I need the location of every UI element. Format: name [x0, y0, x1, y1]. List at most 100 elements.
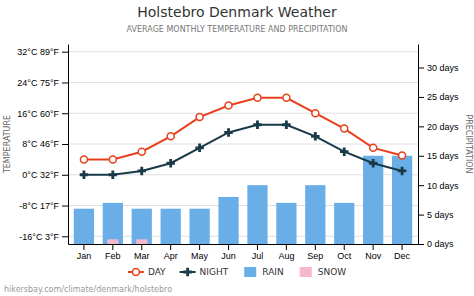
marker — [195, 144, 203, 152]
bar-series — [74, 156, 412, 244]
x-tick-mark — [373, 244, 374, 250]
marker — [80, 171, 88, 179]
x-tick: Jul — [252, 244, 264, 261]
y-tick: 8°C 46°F — [22, 139, 68, 149]
y2-tick-mark — [418, 185, 424, 186]
bar — [161, 209, 181, 244]
marker — [283, 94, 290, 101]
y-axis: -16°C 3°F -8°C 17°F 0°C 32°F 8°C 46°F 16°C 6… — [17, 45, 68, 245]
x-tick-mark — [199, 244, 200, 250]
y2-tick-label: 25 days — [427, 92, 459, 102]
x-tick-label: Jan — [77, 251, 92, 261]
legend-label: DAY — [148, 267, 166, 277]
chart: Holstebro Denmark Weather AVERAGE MONTHLY… — [0, 0, 474, 296]
y2-tick: 10 days — [418, 181, 459, 191]
y-tick-mark — [62, 82, 68, 83]
x-tick-mark — [83, 244, 84, 250]
marker — [138, 148, 145, 155]
y2-tick: 30 days — [418, 63, 459, 73]
y2-tick-label: 10 days — [427, 181, 459, 191]
bar — [397, 244, 408, 245]
legend-item: SNOW — [300, 267, 347, 277]
y-tick-label: -16°C 3°F — [19, 232, 59, 242]
x-tick: Sep — [307, 244, 323, 261]
legend-label: RAIN — [262, 267, 283, 277]
y-tick-mark — [62, 52, 68, 53]
grid-line — [68, 51, 418, 52]
legend-label: SNOW — [318, 267, 347, 277]
marker — [253, 121, 261, 129]
x-tick-label: Aug — [278, 251, 294, 261]
y-axis-title: TEMPERATURE — [3, 115, 12, 174]
x-tick-mark — [344, 244, 345, 250]
y-tick-label: 8°C 46°F — [22, 139, 59, 149]
bar — [194, 244, 205, 245]
bar-series — [107, 239, 147, 244]
bar — [247, 185, 267, 244]
y2-tick: 25 days — [418, 92, 459, 102]
marker — [312, 110, 319, 117]
marker — [398, 167, 406, 175]
marker — [370, 144, 377, 151]
x-tick-label: Mar — [134, 251, 150, 261]
y-tick-label: -8°C 17°F — [19, 201, 59, 211]
y2-tick-mark — [418, 97, 424, 98]
line — [84, 125, 402, 175]
y-tick: 0°C 32°F — [22, 170, 68, 180]
x-tick-label: Dec — [394, 251, 411, 261]
y2-tick: 0 days — [418, 239, 454, 249]
y2-tick-label: 30 days — [427, 63, 459, 73]
marker — [166, 159, 174, 167]
y-tick: -8°C 17°F — [19, 201, 68, 211]
y2-tick-label: 20 days — [427, 122, 459, 132]
bar — [74, 209, 94, 244]
y2-tick-mark — [418, 126, 424, 127]
y2-tick-label: 15 days — [427, 151, 459, 161]
x-tick-mark — [228, 244, 229, 250]
bar — [223, 244, 234, 245]
x-tick: Nov — [365, 244, 382, 261]
x-axis: JanFebMarAprMayJunJulAugSepOctNovDec — [69, 244, 419, 261]
y2-tick-mark — [418, 244, 424, 245]
marker — [196, 114, 203, 121]
x-tick-mark — [286, 244, 287, 250]
subtitle: AVERAGE MONTHLY TEMPERATURE AND PRECIPIT… — [127, 25, 348, 34]
x-tick-mark — [257, 244, 258, 250]
marker — [109, 156, 116, 163]
annotation: hikersbay.com/climate/denmark/holstebro — [4, 285, 172, 294]
legend-item: DAY — [128, 267, 166, 277]
bar — [310, 244, 321, 245]
y-tick: 24°C 75°F — [17, 78, 68, 88]
y2-tick-mark — [418, 68, 424, 69]
legend-item: NIGHT — [180, 267, 229, 277]
grid-line — [68, 82, 418, 83]
y-axis-line — [68, 45, 69, 245]
y-tick-mark — [62, 175, 68, 176]
bar — [368, 244, 379, 245]
x-tick: Oct — [337, 244, 352, 261]
y2-tick: 5 days — [418, 210, 454, 220]
marker — [311, 132, 319, 140]
x-tick-label: Jun — [221, 251, 236, 261]
x-tick-label: Apr — [164, 251, 178, 261]
bar — [276, 203, 296, 244]
x-tick-mark — [112, 244, 113, 250]
x-axis-line — [69, 244, 419, 245]
bar — [218, 197, 238, 244]
title: Holstebro Denmark Weather — [137, 4, 337, 20]
marker — [138, 167, 146, 175]
legend-label: NIGHT — [200, 267, 229, 277]
y-tick-label: 16°C 60°F — [17, 109, 59, 119]
y2-tick-mark — [418, 215, 424, 216]
marker — [224, 128, 232, 136]
marker — [167, 133, 174, 140]
x-tick: Jun — [221, 244, 236, 261]
marker — [225, 102, 232, 109]
legend-swatch — [300, 267, 312, 277]
marker — [80, 156, 87, 163]
legend-item: RAIN — [244, 267, 283, 277]
legend-swatch — [244, 267, 256, 277]
bar — [103, 203, 123, 244]
y2-axis-line — [418, 45, 419, 245]
x-tick-mark — [402, 244, 403, 250]
